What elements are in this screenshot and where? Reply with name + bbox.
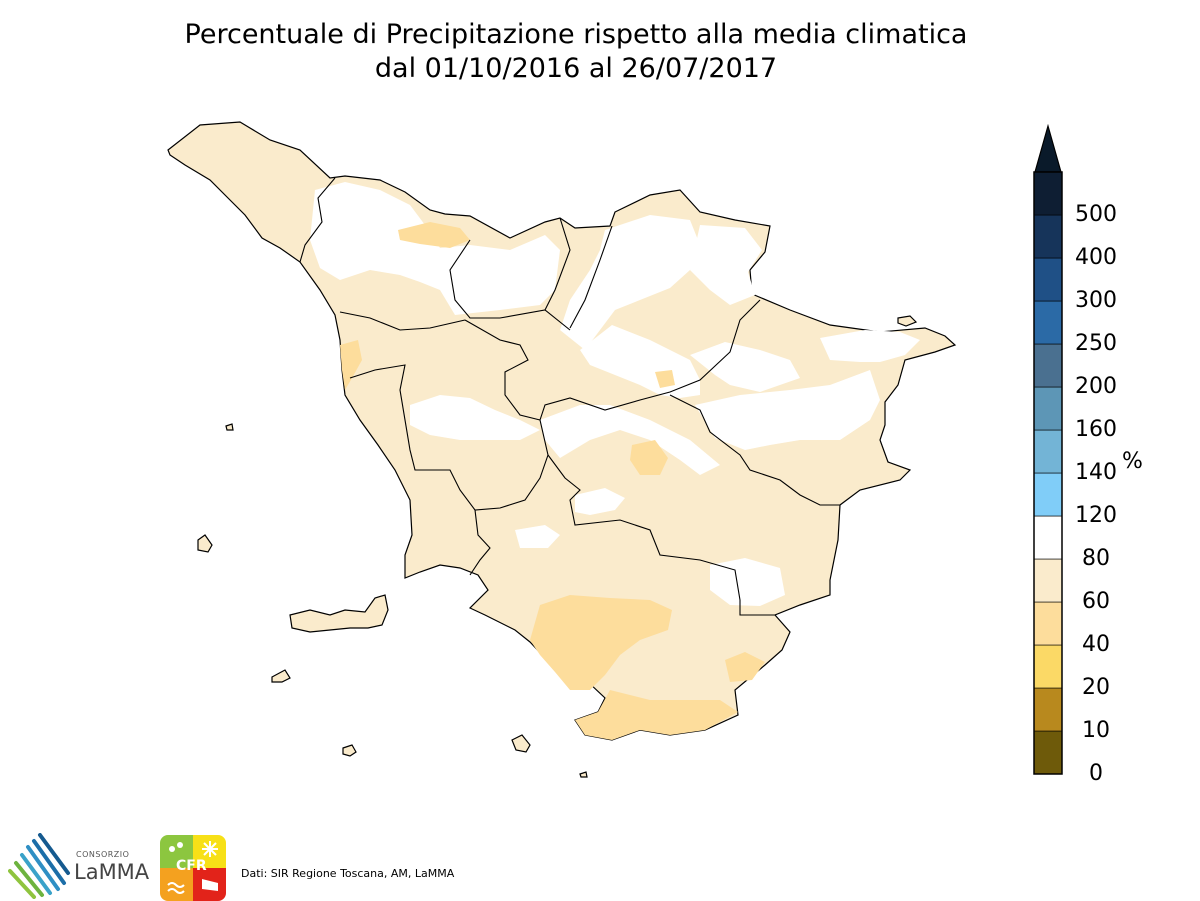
- lamma-consorzio-text: CONSORZIO: [76, 850, 130, 859]
- title-line-1: Percentuale di Precipitazione rispetto a…: [184, 19, 968, 50]
- islands: [197, 315, 918, 778]
- island-gorgona: [225, 423, 234, 431]
- island-pianosa: [271, 669, 291, 683]
- zones-40-60: [340, 222, 765, 740]
- colorbar-tick-label: 140: [1075, 460, 1117, 485]
- colorbar-tick-label: 40: [1082, 632, 1110, 657]
- colorbar-tick-label: 10: [1082, 718, 1110, 743]
- colorbar-segment: [1033, 429, 1063, 474]
- colorbar-segment: [1033, 214, 1063, 259]
- lamma-name-text: LaMMA: [74, 860, 150, 884]
- colorbar-tick-label: 60: [1082, 589, 1110, 614]
- colorbar-tick-label: 300: [1075, 288, 1117, 313]
- colorbar-segment: [1033, 687, 1063, 732]
- colorbar-tick-label: 120: [1075, 503, 1117, 528]
- data-sources: Dati: SIR Regione Toscana, AM, LaMMA: [241, 867, 455, 880]
- colorbar-tick-label: 400: [1075, 245, 1117, 270]
- colorbar-tick-label: 0: [1089, 761, 1103, 786]
- colorbar-tick-label: 20: [1082, 675, 1110, 700]
- colorbar-segment: [1033, 472, 1063, 517]
- map-title: Percentuale di Precipitazione rispetto a…: [0, 18, 1152, 86]
- colorbar-tick-label: 500: [1075, 202, 1117, 227]
- island-montecristo: [342, 744, 357, 757]
- province-borders: [299, 177, 840, 616]
- colorbar-segment: [1033, 601, 1063, 646]
- colorbar-segment: [1033, 644, 1063, 689]
- island-elba: [289, 594, 389, 633]
- colorbar-segment: [1033, 558, 1063, 603]
- title-line-2: dal 01/10/2016 al 26/07/2017: [374, 53, 778, 84]
- colorbar-tick-label: 80: [1082, 546, 1110, 571]
- snowflake-icon: [202, 841, 218, 857]
- island-giglio: [511, 734, 531, 753]
- colorbar-tick-label: 200: [1075, 374, 1117, 399]
- colorbar-arrow: [1034, 124, 1062, 173]
- colorbar-tick-label: 160: [1075, 417, 1117, 442]
- colorbar-segment: [1033, 386, 1063, 431]
- colorbar-segment: [1033, 300, 1063, 345]
- island-small-ne: [897, 315, 918, 327]
- island-capraia: [197, 534, 213, 553]
- colorbar-tick-label: 250: [1075, 331, 1117, 356]
- rain-icon: [169, 842, 183, 852]
- colorbar-segment: [1033, 515, 1063, 560]
- colorbar-segment: [1033, 257, 1063, 302]
- colorbar-unit: %: [1122, 449, 1143, 474]
- colorbar-segment: [1033, 171, 1063, 216]
- windsock-icon: [202, 879, 218, 891]
- cfr-logo: [160, 835, 226, 901]
- colorbar-segment: [1033, 730, 1063, 775]
- lamma-logo: [8, 833, 70, 899]
- island-giannutri: [579, 771, 588, 778]
- colorbar-segment: [1033, 343, 1063, 388]
- waves-icon: [167, 882, 185, 894]
- cfr-label: CFR: [176, 858, 207, 874]
- colorbar: [1033, 124, 1063, 775]
